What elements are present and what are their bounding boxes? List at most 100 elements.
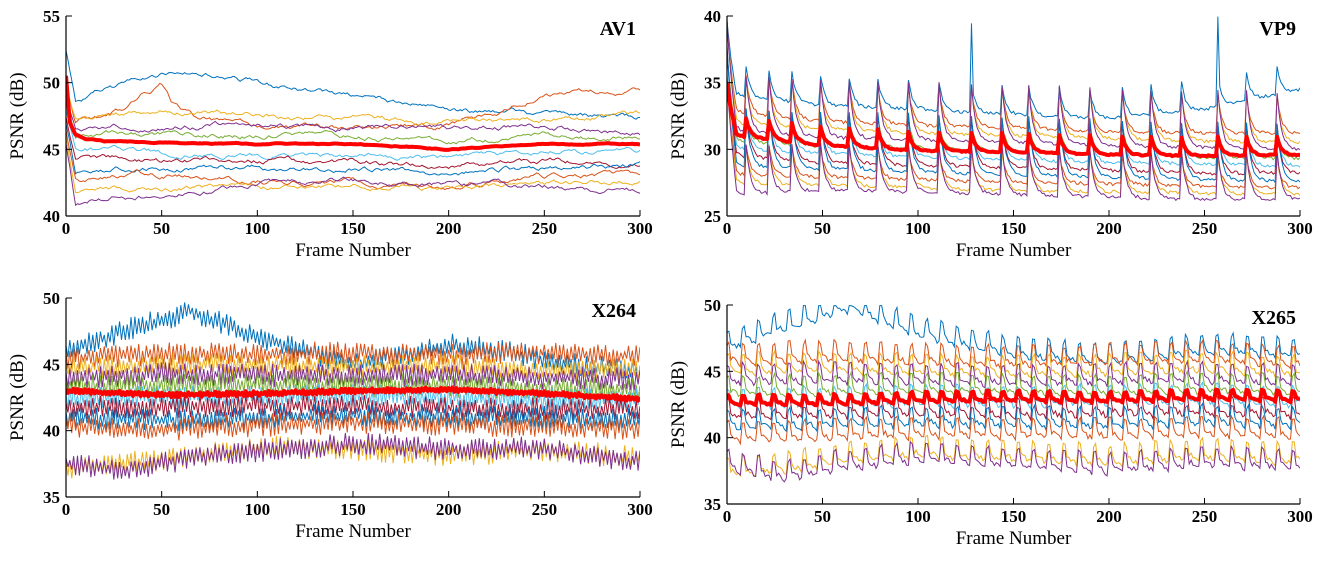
series-line-4: [66, 362, 640, 391]
y-axis-label: PSNR (dB): [7, 72, 28, 159]
x-tick-label: 100: [245, 219, 271, 238]
chart-panel-x265: 0 50 100 150 200 250 300 35 40 45 50 Frame Number PS…: [668, 296, 1313, 549]
x-tick-label: 50: [153, 500, 170, 519]
x-tick-label: 100: [245, 500, 271, 519]
x-tick-label: 300: [1287, 507, 1313, 526]
chart-title: X264: [592, 300, 636, 322]
series-line-5: [727, 369, 1300, 399]
mean-series-line: [66, 385, 640, 403]
series-line-2: [66, 341, 640, 370]
y-tick-label: 30: [704, 140, 721, 159]
series-line-5: [66, 103, 640, 145]
x-tick-label: 0: [723, 507, 732, 526]
series-line-2: [66, 82, 640, 131]
x-axis-label: Frame Number: [956, 528, 1072, 549]
series-line-2: [727, 24, 1300, 136]
chart-title: AV1: [600, 18, 636, 40]
x-tick-label: 150: [340, 219, 366, 238]
y-tick-label: 40: [43, 207, 60, 226]
y-tick-label: 50: [704, 296, 721, 315]
mean-series-line: [727, 387, 1300, 408]
x-tick-label: 250: [1192, 507, 1218, 526]
x-tick-label: 250: [532, 500, 558, 519]
series-line-9: [66, 130, 640, 190]
series-line-10: [66, 136, 640, 193]
x-tick-label: 50: [814, 219, 831, 238]
x-tick-label: 150: [1001, 507, 1027, 526]
series-line-7: [66, 394, 640, 421]
series-line-9: [727, 413, 1300, 446]
series-line-11: [727, 75, 1300, 202]
series-line-11: [66, 143, 640, 207]
x-tick-label: 300: [627, 500, 653, 519]
y-tick-label: 45: [43, 355, 60, 374]
x-tick-label: 300: [1287, 219, 1313, 238]
series-line-4: [66, 96, 640, 136]
y-tick-label: 40: [704, 7, 721, 26]
series-group: [66, 50, 640, 207]
x-tick-label: 200: [436, 219, 462, 238]
series-line-8: [66, 403, 640, 432]
series-group: [727, 16, 1300, 202]
series-line-1: [66, 50, 640, 120]
series-group: [66, 302, 640, 480]
series-line-1: [727, 16, 1300, 120]
series-line-7: [727, 393, 1300, 422]
series-line-9: [66, 411, 640, 441]
mean-series-line: [727, 83, 1300, 159]
y-tick-label: 55: [43, 7, 60, 26]
series-line-10: [727, 434, 1300, 478]
x-tick-label: 300: [627, 219, 653, 238]
chart-panel-av1: 0 50 100 150 200 250 300 40 45 50 55 Frame Number PS…: [7, 7, 653, 261]
series-line-1: [727, 305, 1300, 365]
x-axis-label: Frame Number: [956, 240, 1072, 261]
series-line-3: [66, 90, 640, 127]
series-line-4: [727, 19, 1300, 152]
x-tick-label: 200: [436, 500, 462, 519]
mean-series-line: [66, 75, 640, 152]
series-line-2: [727, 338, 1300, 370]
x-tick-label: 0: [723, 219, 732, 238]
x-tick-label: 100: [905, 219, 931, 238]
y-tick-label: 35: [43, 488, 60, 507]
y-axis-label: PSNR (dB): [668, 361, 689, 448]
series-line-11: [727, 440, 1300, 483]
y-tick-label: 40: [43, 422, 60, 441]
chart-title: X265: [1252, 307, 1296, 329]
x-tick-label: 200: [1096, 219, 1122, 238]
x-tick-label: 150: [1001, 219, 1027, 238]
chart-panel-x264: 0 50 100 150 200 250 300 35 40 45 50 Frame Number PS…: [7, 289, 653, 542]
series-line-10: [727, 78, 1300, 197]
y-tick-label: 40: [704, 429, 721, 448]
y-tick-label: 35: [704, 495, 721, 514]
series-line-1: [66, 302, 640, 382]
x-axis-label: Frame Number: [295, 521, 411, 542]
y-tick-label: 45: [43, 140, 60, 159]
series-group: [727, 305, 1300, 483]
series-line-5: [66, 372, 640, 401]
x-tick-label: 250: [532, 219, 558, 238]
y-axis-label: PSNR (dB): [7, 354, 28, 441]
chart-title: VP9: [1259, 18, 1296, 40]
series-line-3: [727, 22, 1300, 145]
y-tick-label: 50: [43, 74, 60, 93]
y-axis-label: PSNR (dB): [668, 72, 689, 159]
y-tick-label: 50: [43, 289, 60, 308]
x-tick-label: 150: [340, 500, 366, 519]
series-line-6: [66, 110, 640, 161]
x-tick-label: 100: [905, 507, 931, 526]
x-tick-label: 250: [1192, 219, 1218, 238]
y-tick-label: 35: [704, 74, 721, 93]
x-tick-label: 50: [814, 507, 831, 526]
y-tick-label: 25: [704, 207, 721, 226]
x-tick-label: 0: [62, 500, 71, 519]
series-line-3: [727, 348, 1300, 380]
chart-panel-vp9: 0 50 100 150 200 250 300 25 30 35 40 Frame Number PS…: [668, 7, 1313, 261]
series-line-7: [66, 116, 640, 170]
series-line-9: [727, 80, 1300, 190]
series-line-8: [727, 402, 1300, 433]
y-tick-label: 45: [704, 362, 721, 381]
series-line-11: [66, 432, 640, 480]
series-line-3: [66, 352, 640, 382]
